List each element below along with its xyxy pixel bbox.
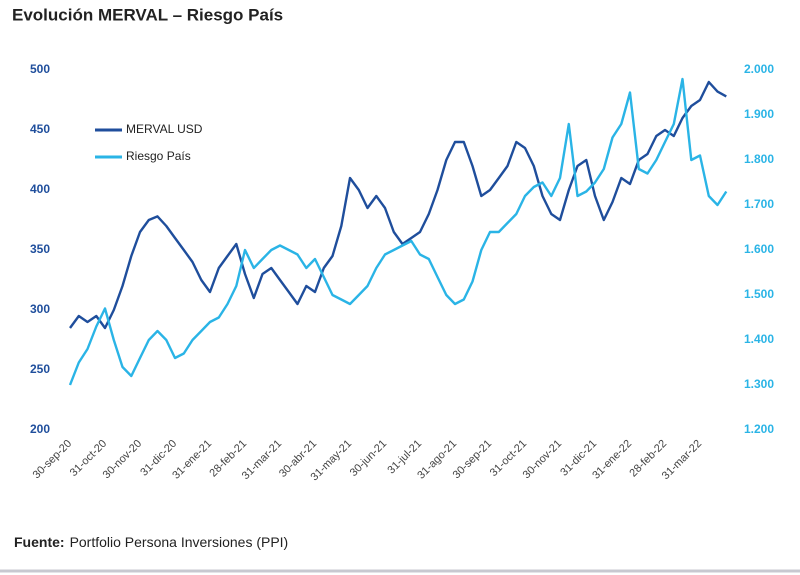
y2-tick-label: 1.200: [744, 422, 774, 436]
y2-tick-label: 1.800: [744, 152, 774, 166]
x-tick-label: 30-jun-21: [348, 438, 389, 479]
source: Fuente: Portfolio Persona Inversiones (PP…: [14, 534, 288, 550]
y2-tick-label: 1.400: [744, 332, 774, 346]
y2-tick-label: 1.500: [744, 287, 774, 301]
source-label: Fuente:: [14, 534, 65, 550]
y-tick-label: 250: [30, 362, 50, 376]
y2-tick-label: 1.700: [744, 197, 774, 211]
y2-tick-label: 2.000: [744, 62, 774, 76]
y2-tick-label: 1.300: [744, 377, 774, 391]
x-tick-label: 30-sep-20: [31, 438, 75, 482]
y-tick-label: 450: [30, 122, 50, 136]
y-tick-label: 200: [30, 422, 50, 436]
y-tick-label: 400: [30, 182, 50, 196]
y-tick-label: 350: [30, 242, 50, 256]
y-tick-label: 300: [30, 302, 50, 316]
y2-tick-label: 1.600: [744, 242, 774, 256]
source-text: Portfolio Persona Inversiones (PPI): [70, 534, 289, 550]
legend-label: Riesgo País: [126, 149, 191, 163]
chart-title: Evolución MERVAL – Riesgo País: [12, 5, 283, 24]
y2-tick-label: 1.900: [744, 107, 774, 121]
series-line: [69, 80, 727, 330]
series-line: [68, 77, 728, 386]
legend-label: MERVAL USD: [126, 122, 203, 136]
y-tick-label: 500: [30, 62, 50, 76]
